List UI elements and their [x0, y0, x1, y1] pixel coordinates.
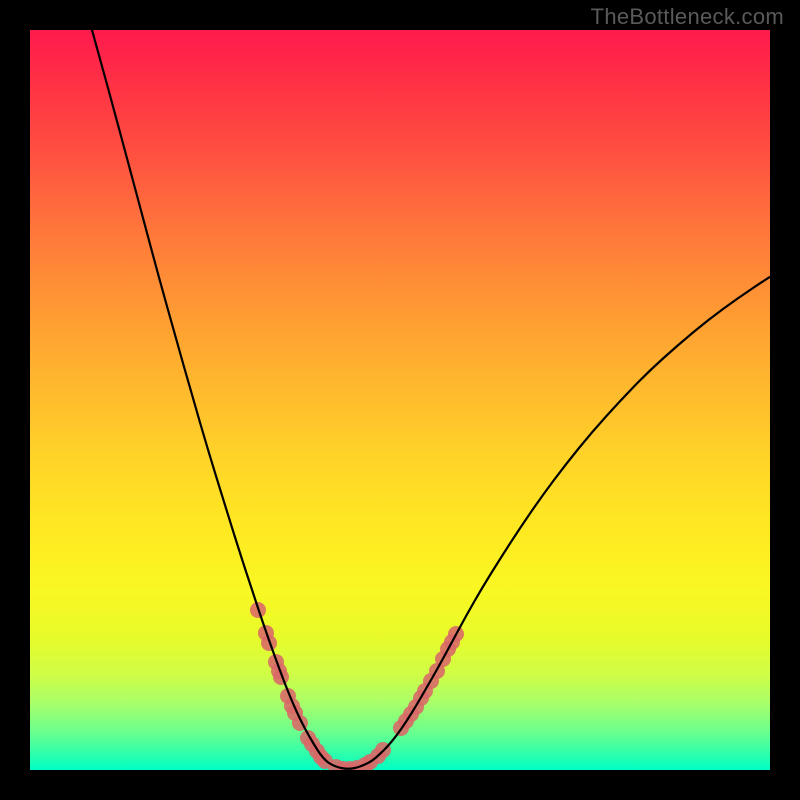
bottleneck-curve	[92, 30, 770, 769]
plot-area	[30, 30, 770, 770]
curve-svg	[30, 30, 770, 770]
watermark-text: TheBottleneck.com	[591, 4, 784, 30]
marker-group	[250, 602, 464, 770]
